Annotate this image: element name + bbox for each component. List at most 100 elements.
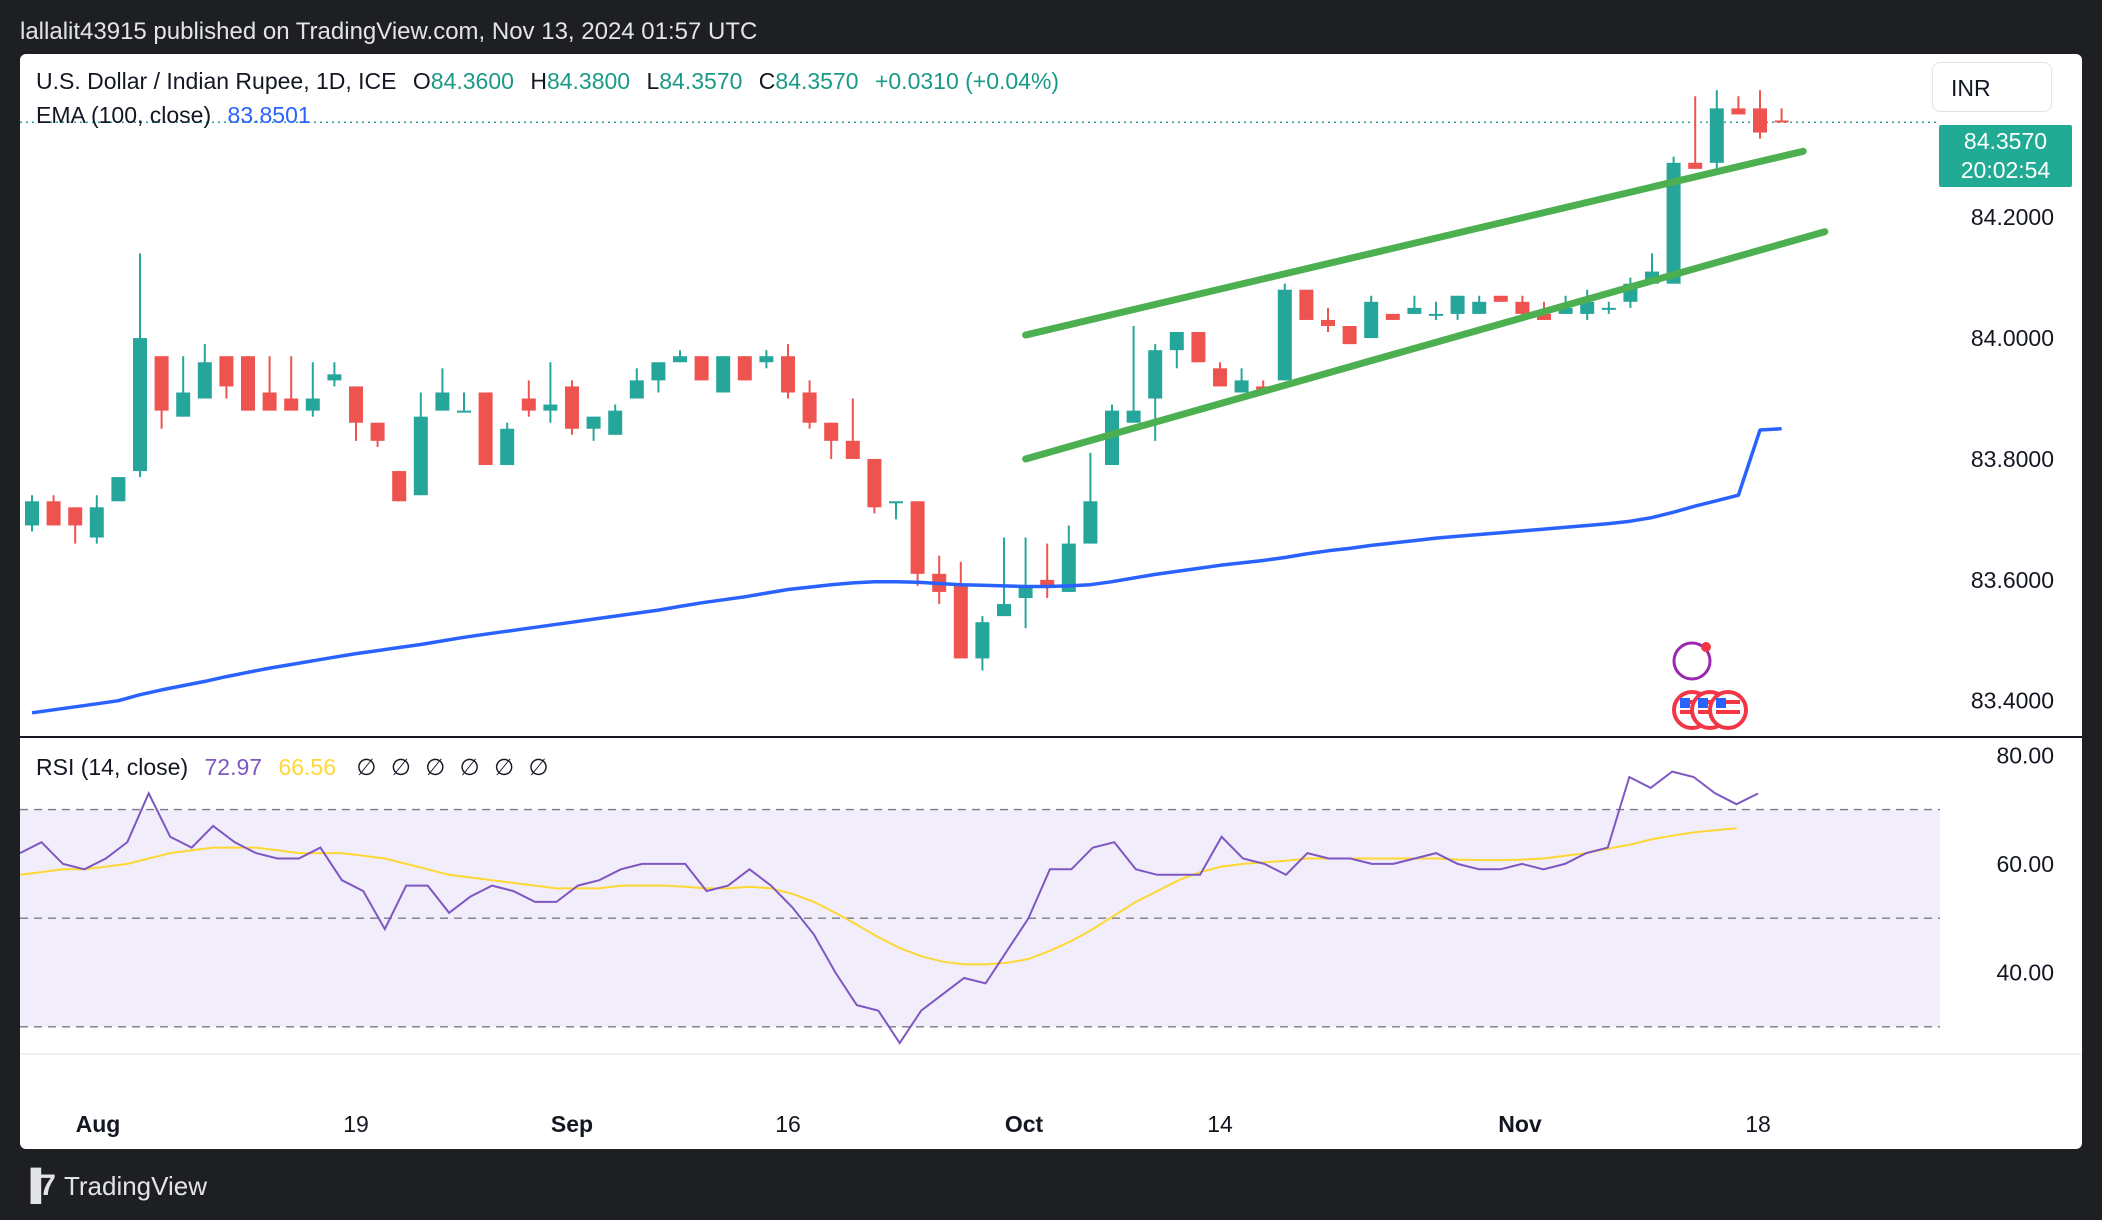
candle-body [1753,108,1767,133]
footer: ▐7 TradingView [20,1166,207,1206]
publish-line: lallalit43915 published on TradingView.c… [20,18,758,45]
high-key: H [530,68,547,94]
us-flag-canton-icon [1680,698,1690,708]
channel-lower-line [1022,228,1829,463]
ema-label: EMA (100, close) [36,102,212,128]
candle-body [197,362,212,399]
candle-body [673,356,687,363]
candle-body [694,356,709,381]
candle-body [651,362,666,381]
candle-body [1688,162,1703,169]
time-axis-label: 16 [775,1111,801,1137]
candle-body [176,392,191,417]
candle-body [1061,543,1076,592]
candle-body [1321,319,1335,326]
price-axis-label: 83.4000 [1971,688,2054,714]
candle-body [1342,325,1357,345]
candle-body [975,622,990,659]
candle-body [737,356,752,381]
price-axis-label: 84.2000 [1971,204,2054,230]
candle-body [327,374,342,381]
candle-body [1666,162,1681,284]
candle-body [262,392,277,411]
tradingview-logo-icon: ▐7 [20,1169,56,1202]
price-axis-label: 83.8000 [1971,446,2054,472]
rsi-axis-label: 60.00 [1996,851,2054,877]
symbol-legend: U.S. Dollar / Indian Rupee, 1D, ICE O84.… [36,68,1059,95]
time-axis-label: Nov [1498,1111,1542,1137]
candle-body [219,356,234,387]
candle-body [305,398,320,411]
candle-body [241,356,255,411]
candle-body [543,404,558,411]
candle-body [1472,301,1487,314]
candle-body [1126,410,1141,423]
rsi-label: RSI (14, close) [36,754,189,780]
time-axis-label: 18 [1745,1111,1771,1137]
candle-body [1191,332,1206,363]
candle-body [370,422,385,441]
candle-body [1407,307,1422,314]
candle-body [392,471,407,502]
candle-body [867,458,882,508]
candle-body [997,604,1011,617]
time-axis-label: Oct [1005,1111,1044,1137]
candle-body [781,356,795,393]
candle-body [802,392,817,423]
chart-canvas[interactable]: 84.2000 84.0000 83.8000 83.6000 83.4000 80.00… [20,54,2082,1149]
candle-body [478,392,493,466]
candle-body [759,356,774,363]
candle-body [1169,332,1184,351]
candle-body [1731,108,1746,115]
us-flag-stripe-icon [1716,710,1740,714]
candle-body [1493,295,1508,302]
ema-line [31,426,1782,715]
time-axis-label: Sep [551,1111,593,1137]
candle-body [565,386,579,429]
candle-body [111,477,126,502]
currency-button[interactable]: INR [1932,62,2052,112]
rsi-ma-value: 66.56 [278,754,337,780]
open-value: 84.3600 [430,68,514,94]
candle-body [1429,313,1443,316]
candle-body [1083,501,1098,544]
candle-body [68,507,83,526]
candle-body [1364,301,1379,339]
chart-frame[interactable]: 84.2000 84.0000 83.8000 83.6000 83.4000 80.00… [20,54,2082,1149]
candle-body [1213,368,1227,387]
rsi-extra-values: ∅ ∅ ∅ ∅ ∅ ∅ [356,754,553,780]
last-price-tag: 84.3570 20:02:54 [1939,125,2072,187]
rsi-line [20,770,1759,1045]
high-value: 84.3800 [546,68,631,94]
candle-body [1385,313,1400,320]
time-axis-label: Aug [76,1111,121,1137]
candle-body [349,386,363,423]
candle-body [824,422,839,441]
candle-body [586,416,601,429]
candle-body [500,428,515,466]
candle-body [284,398,299,411]
candle-body [46,501,61,526]
candle-body [1515,301,1530,314]
candle-body [521,398,536,411]
bar-countdown: 20:02:54 [1960,157,2051,183]
rsi-legend: RSI (14, close) 72.97 66.56 ∅ ∅ ∅ ∅ ∅ ∅ [36,754,553,781]
candle-body [457,410,471,413]
candle-body [1450,295,1465,314]
symbol-name: U.S. Dollar / Indian Rupee, 1D, ICE [36,68,397,94]
us-flag-canton-icon [1698,698,1708,708]
candle-body [133,338,147,472]
candle-body [413,416,428,496]
candle-body [1299,289,1314,320]
candle-body [1774,120,1789,123]
rsi-axis-label: 80.00 [1996,742,2054,768]
candle-body [1277,289,1292,381]
channel-upper-line [1022,147,1807,339]
candle-body [889,501,903,504]
price-axis-label: 83.6000 [1971,567,2054,593]
last-price: 84.3570 [1963,128,2048,154]
candle-body [845,440,860,459]
low-value: 84.3570 [659,68,743,94]
footer-brand: TradingView [63,1171,208,1201]
open-key: O [412,68,431,94]
